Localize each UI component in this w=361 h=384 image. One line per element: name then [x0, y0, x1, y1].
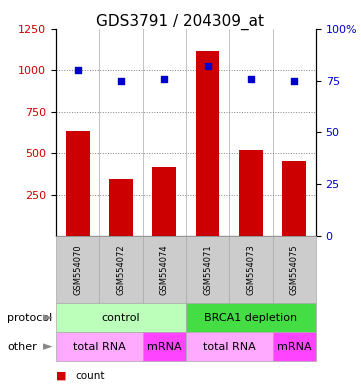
Point: [75, 67, 81, 73]
Text: mRNA: mRNA: [147, 341, 182, 352]
Text: GSM554073: GSM554073: [247, 244, 255, 295]
Text: GSM554071: GSM554071: [203, 245, 212, 295]
Text: mRNA: mRNA: [277, 341, 312, 352]
Point: [118, 78, 124, 84]
Point: [248, 76, 254, 82]
Text: GSM554070: GSM554070: [73, 245, 82, 295]
Text: GSM554074: GSM554074: [160, 245, 169, 295]
Point: [291, 78, 297, 84]
Text: total RNA: total RNA: [73, 341, 126, 352]
Bar: [66, 131, 90, 236]
Text: ►: ►: [43, 311, 52, 324]
Text: control: control: [102, 313, 140, 323]
Text: GSM554072: GSM554072: [117, 245, 125, 295]
Text: protocol: protocol: [7, 313, 52, 323]
Text: ►: ►: [43, 340, 52, 353]
Text: count: count: [76, 371, 105, 381]
Text: GDS3791 / 204309_at: GDS3791 / 204309_at: [96, 13, 265, 30]
Bar: [152, 167, 176, 236]
Bar: [196, 51, 219, 236]
Text: BRCA1 depletion: BRCA1 depletion: [204, 313, 297, 323]
Text: total RNA: total RNA: [203, 341, 256, 352]
Point: [161, 76, 167, 82]
Text: other: other: [7, 341, 37, 352]
Text: ■: ■: [56, 371, 66, 381]
Bar: [109, 179, 133, 236]
Bar: [282, 161, 306, 236]
Point: [205, 63, 210, 69]
Bar: [239, 150, 263, 236]
Text: GSM554075: GSM554075: [290, 245, 299, 295]
